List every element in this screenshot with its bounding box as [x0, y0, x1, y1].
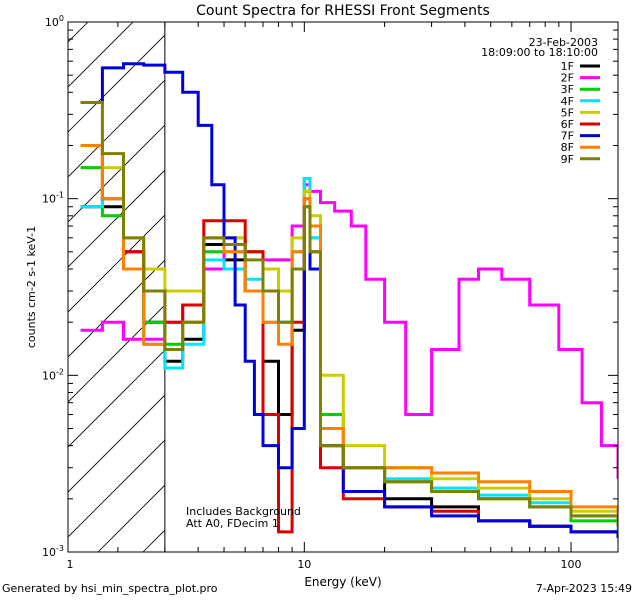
hatch-line: [68, 79, 165, 178]
y-axis-label: counts cm-2 s-1 keV-1: [25, 226, 38, 348]
axis-ticks: [68, 21, 618, 553]
annotation-attenuator: Att A0, FDecim 1: [186, 517, 279, 530]
x-tick-label: 100: [561, 558, 582, 571]
axis-tick-labels: 1 10 100 10-3 10-2 10-1 100: [42, 14, 582, 571]
y-tick-label: 10-1: [42, 191, 64, 206]
legend-label-8F: 8F: [561, 141, 574, 154]
series-line-6F: [80, 144, 618, 538]
chart-title: Count Spectra for RHESSI Front Segments: [196, 3, 490, 19]
legend-label-1F: 1F: [561, 60, 574, 73]
series-line-1F: [80, 189, 618, 538]
legend-label-9F: 9F: [561, 153, 574, 166]
series-line-2F: [80, 183, 618, 479]
hatch-line: [68, 169, 165, 268]
y-tick-label: 100: [45, 14, 64, 29]
hatch-line: [68, 22, 89, 43]
series-line-7F: [80, 62, 618, 538]
x-tick-label: 1: [67, 558, 74, 571]
hatch-line: [68, 22, 134, 88]
series-line-9F: [80, 101, 618, 527]
hatch-line: [68, 394, 165, 493]
time-range-label: 18:09:00 to 18:10:00: [481, 46, 598, 59]
annotation-background: Includes Background: [186, 505, 301, 518]
footer-timestamp: 7-Apr-2023 15:49: [535, 582, 632, 595]
series-group: [80, 62, 618, 538]
hatch-line: [68, 34, 165, 133]
legend-label-5F: 5F: [561, 106, 574, 119]
hatch-line: [0, 0, 113, 552]
plot-frame: [67, 21, 619, 553]
series-line-8F: [80, 144, 618, 527]
legend-label-2F: 2F: [561, 72, 574, 85]
footer-generated-by: Generated by hsi_min_spectra_plot.pro: [2, 582, 218, 595]
x-axis-label: Energy (keV): [304, 575, 381, 589]
legend-label-7F: 7F: [561, 130, 574, 143]
x-tick-label: 10: [297, 558, 311, 571]
hatch-line: [68, 439, 165, 538]
series-line-3F: [80, 166, 618, 532]
y-tick-label: 10-2: [42, 367, 64, 382]
series-line-4F: [80, 177, 618, 532]
y-tick-label: 10-3: [42, 544, 64, 559]
legend-label-6F: 6F: [561, 118, 574, 131]
hatch-line: [233, 0, 640, 552]
legend-label-3F: 3F: [561, 83, 574, 96]
date-label: 23-Feb-2003: [529, 36, 598, 49]
legend-label-4F: 4F: [561, 95, 574, 108]
hatch-line: [68, 304, 165, 403]
